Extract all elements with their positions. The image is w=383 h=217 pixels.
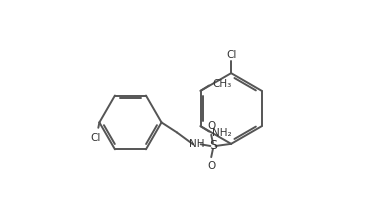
Text: O: O	[207, 121, 215, 131]
Text: Cl: Cl	[90, 133, 100, 143]
Text: NH₂: NH₂	[212, 128, 232, 138]
Text: O: O	[207, 161, 215, 171]
Text: NH: NH	[189, 139, 205, 149]
Text: CH₃: CH₃	[212, 79, 232, 89]
Text: Cl: Cl	[226, 50, 236, 60]
Text: S: S	[209, 140, 217, 153]
